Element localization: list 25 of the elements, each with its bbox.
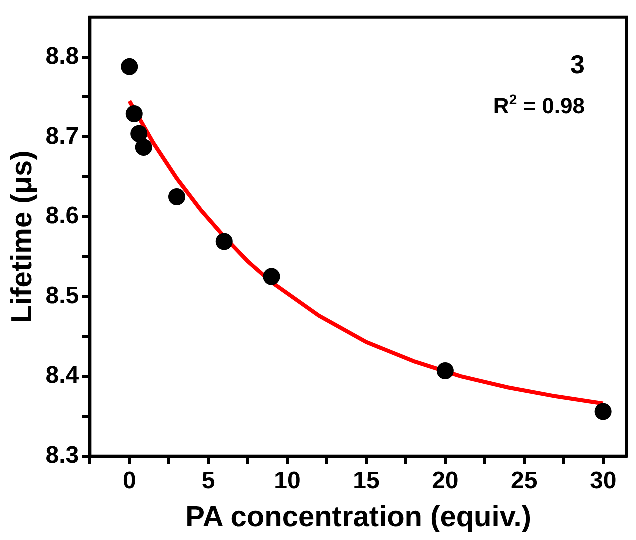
x-tick-label: 0 [122,467,136,494]
y-tick-label: 8.7 [46,122,80,150]
y-tick-label: 8.3 [46,442,80,470]
x-tick-label: 30 [590,467,617,494]
y-tick-label: 8.5 [46,282,80,310]
point [263,268,280,286]
point [130,125,148,142]
point [121,58,138,76]
y-tick-label: 8.8 [46,42,80,70]
y-axis-title: Lifetime (μs) [6,150,38,324]
y-tick-label: 8.6 [46,202,80,230]
x-tick-label: 15 [353,467,380,494]
point [216,233,233,250]
point [126,105,143,122]
point [436,362,454,380]
x-axis-title: PA concentration (equiv.) [186,502,532,534]
x-tick-label: 10 [274,467,301,494]
x-tick-label: 20 [432,467,459,494]
x-tick-label: 5 [202,467,216,494]
point [168,188,186,206]
point [135,139,152,156]
y-tick-label: 8.4 [46,362,80,390]
x-tick-label: 25 [511,467,538,494]
point [594,403,612,420]
annotation: 3 [570,49,586,80]
